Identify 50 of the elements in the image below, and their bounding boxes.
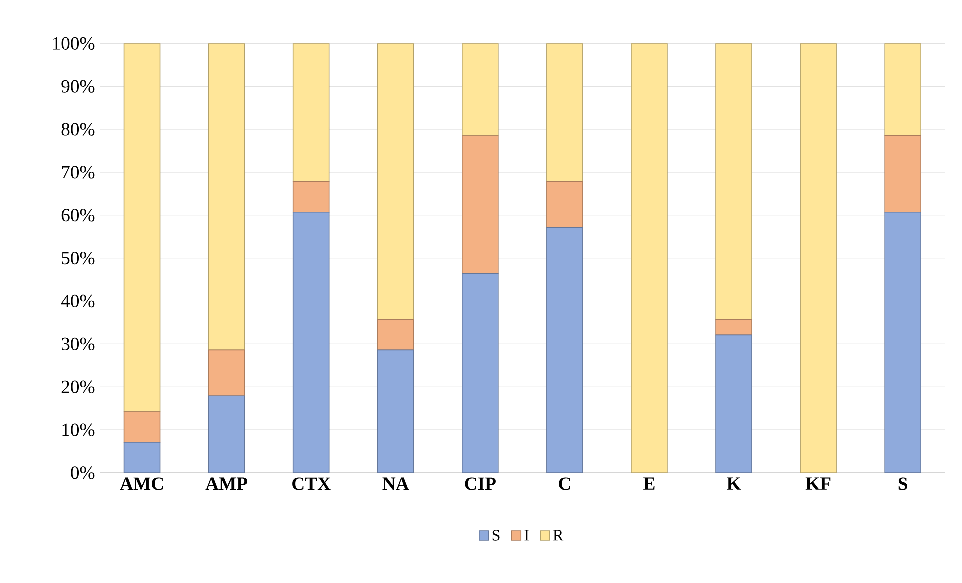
bar — [716, 44, 752, 320]
bar — [124, 412, 161, 443]
x-tick-label: AMC — [120, 478, 164, 490]
bar — [884, 44, 922, 136]
y-tick-label: 70% — [62, 166, 95, 179]
bar — [292, 182, 330, 213]
y-tick-label: 30% — [62, 338, 95, 351]
bar — [124, 442, 161, 474]
y-tick-label: 100% — [53, 37, 95, 50]
y-tick-label: 10% — [62, 424, 95, 436]
bar — [546, 182, 584, 228]
y-tick-label: 0% — [71, 466, 95, 480]
x-tick-label: K — [727, 478, 742, 490]
bar — [208, 44, 246, 351]
bar — [716, 319, 752, 336]
x-tick-label: NA — [382, 478, 410, 490]
bar — [208, 350, 246, 397]
y-tick-label: 20% — [62, 380, 95, 394]
legend-label: R — [553, 530, 564, 541]
bar — [292, 212, 330, 474]
y-tick-label: 40% — [61, 294, 95, 308]
x-tick-label: KF — [806, 478, 831, 490]
x-tick-label: E — [644, 478, 655, 490]
x-tick-label: CIP — [465, 478, 496, 490]
x-tick-label: C — [559, 478, 570, 490]
x-tick-label: S — [898, 478, 908, 490]
bar — [462, 44, 499, 136]
legend-label: S — [492, 530, 500, 541]
bar — [377, 319, 414, 351]
bar — [462, 273, 499, 474]
bar — [546, 44, 584, 182]
bar — [884, 135, 922, 213]
y-tick-label: 60% — [62, 209, 95, 222]
bar — [716, 334, 752, 474]
bar — [208, 396, 246, 474]
bar — [884, 212, 922, 474]
x-tick-label: CTX — [292, 478, 331, 490]
y-tick-label: 50% — [62, 252, 95, 265]
bar — [546, 227, 584, 474]
bar — [377, 44, 414, 320]
legend-label: I — [524, 530, 529, 541]
bar — [292, 44, 330, 182]
bar — [800, 44, 837, 474]
bar — [462, 136, 499, 274]
bar — [631, 44, 668, 474]
y-tick-label: 80% — [62, 123, 95, 136]
x-tick-label: AMP — [206, 478, 248, 490]
bar — [377, 350, 414, 474]
y-tick-label: 90% — [62, 80, 95, 93]
bar — [124, 44, 161, 412]
